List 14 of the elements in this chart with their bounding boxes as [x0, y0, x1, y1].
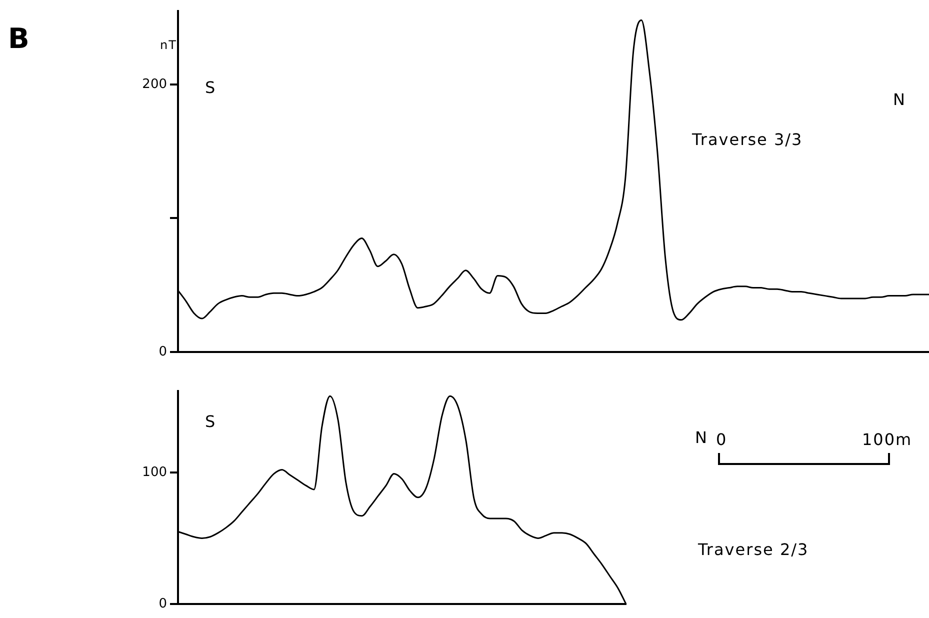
annotation: S — [205, 412, 216, 431]
annotation: S — [205, 78, 216, 97]
annotation: Traverse 3/3 — [692, 130, 803, 149]
y-tick-label: 0 — [158, 596, 167, 612]
text: 0 — [716, 430, 728, 449]
chart-title: B — [8, 22, 30, 55]
annotation: N — [893, 90, 906, 109]
y-tick-label: 100 — [142, 464, 167, 480]
text: Traverse 2/3 — [698, 540, 809, 559]
text: 100m — [862, 430, 912, 449]
y-tick-label: 0 — [158, 344, 167, 360]
text: N — [695, 428, 708, 447]
y-tick-label: 200 — [142, 76, 167, 92]
y-axis-title: nT — [160, 38, 177, 52]
